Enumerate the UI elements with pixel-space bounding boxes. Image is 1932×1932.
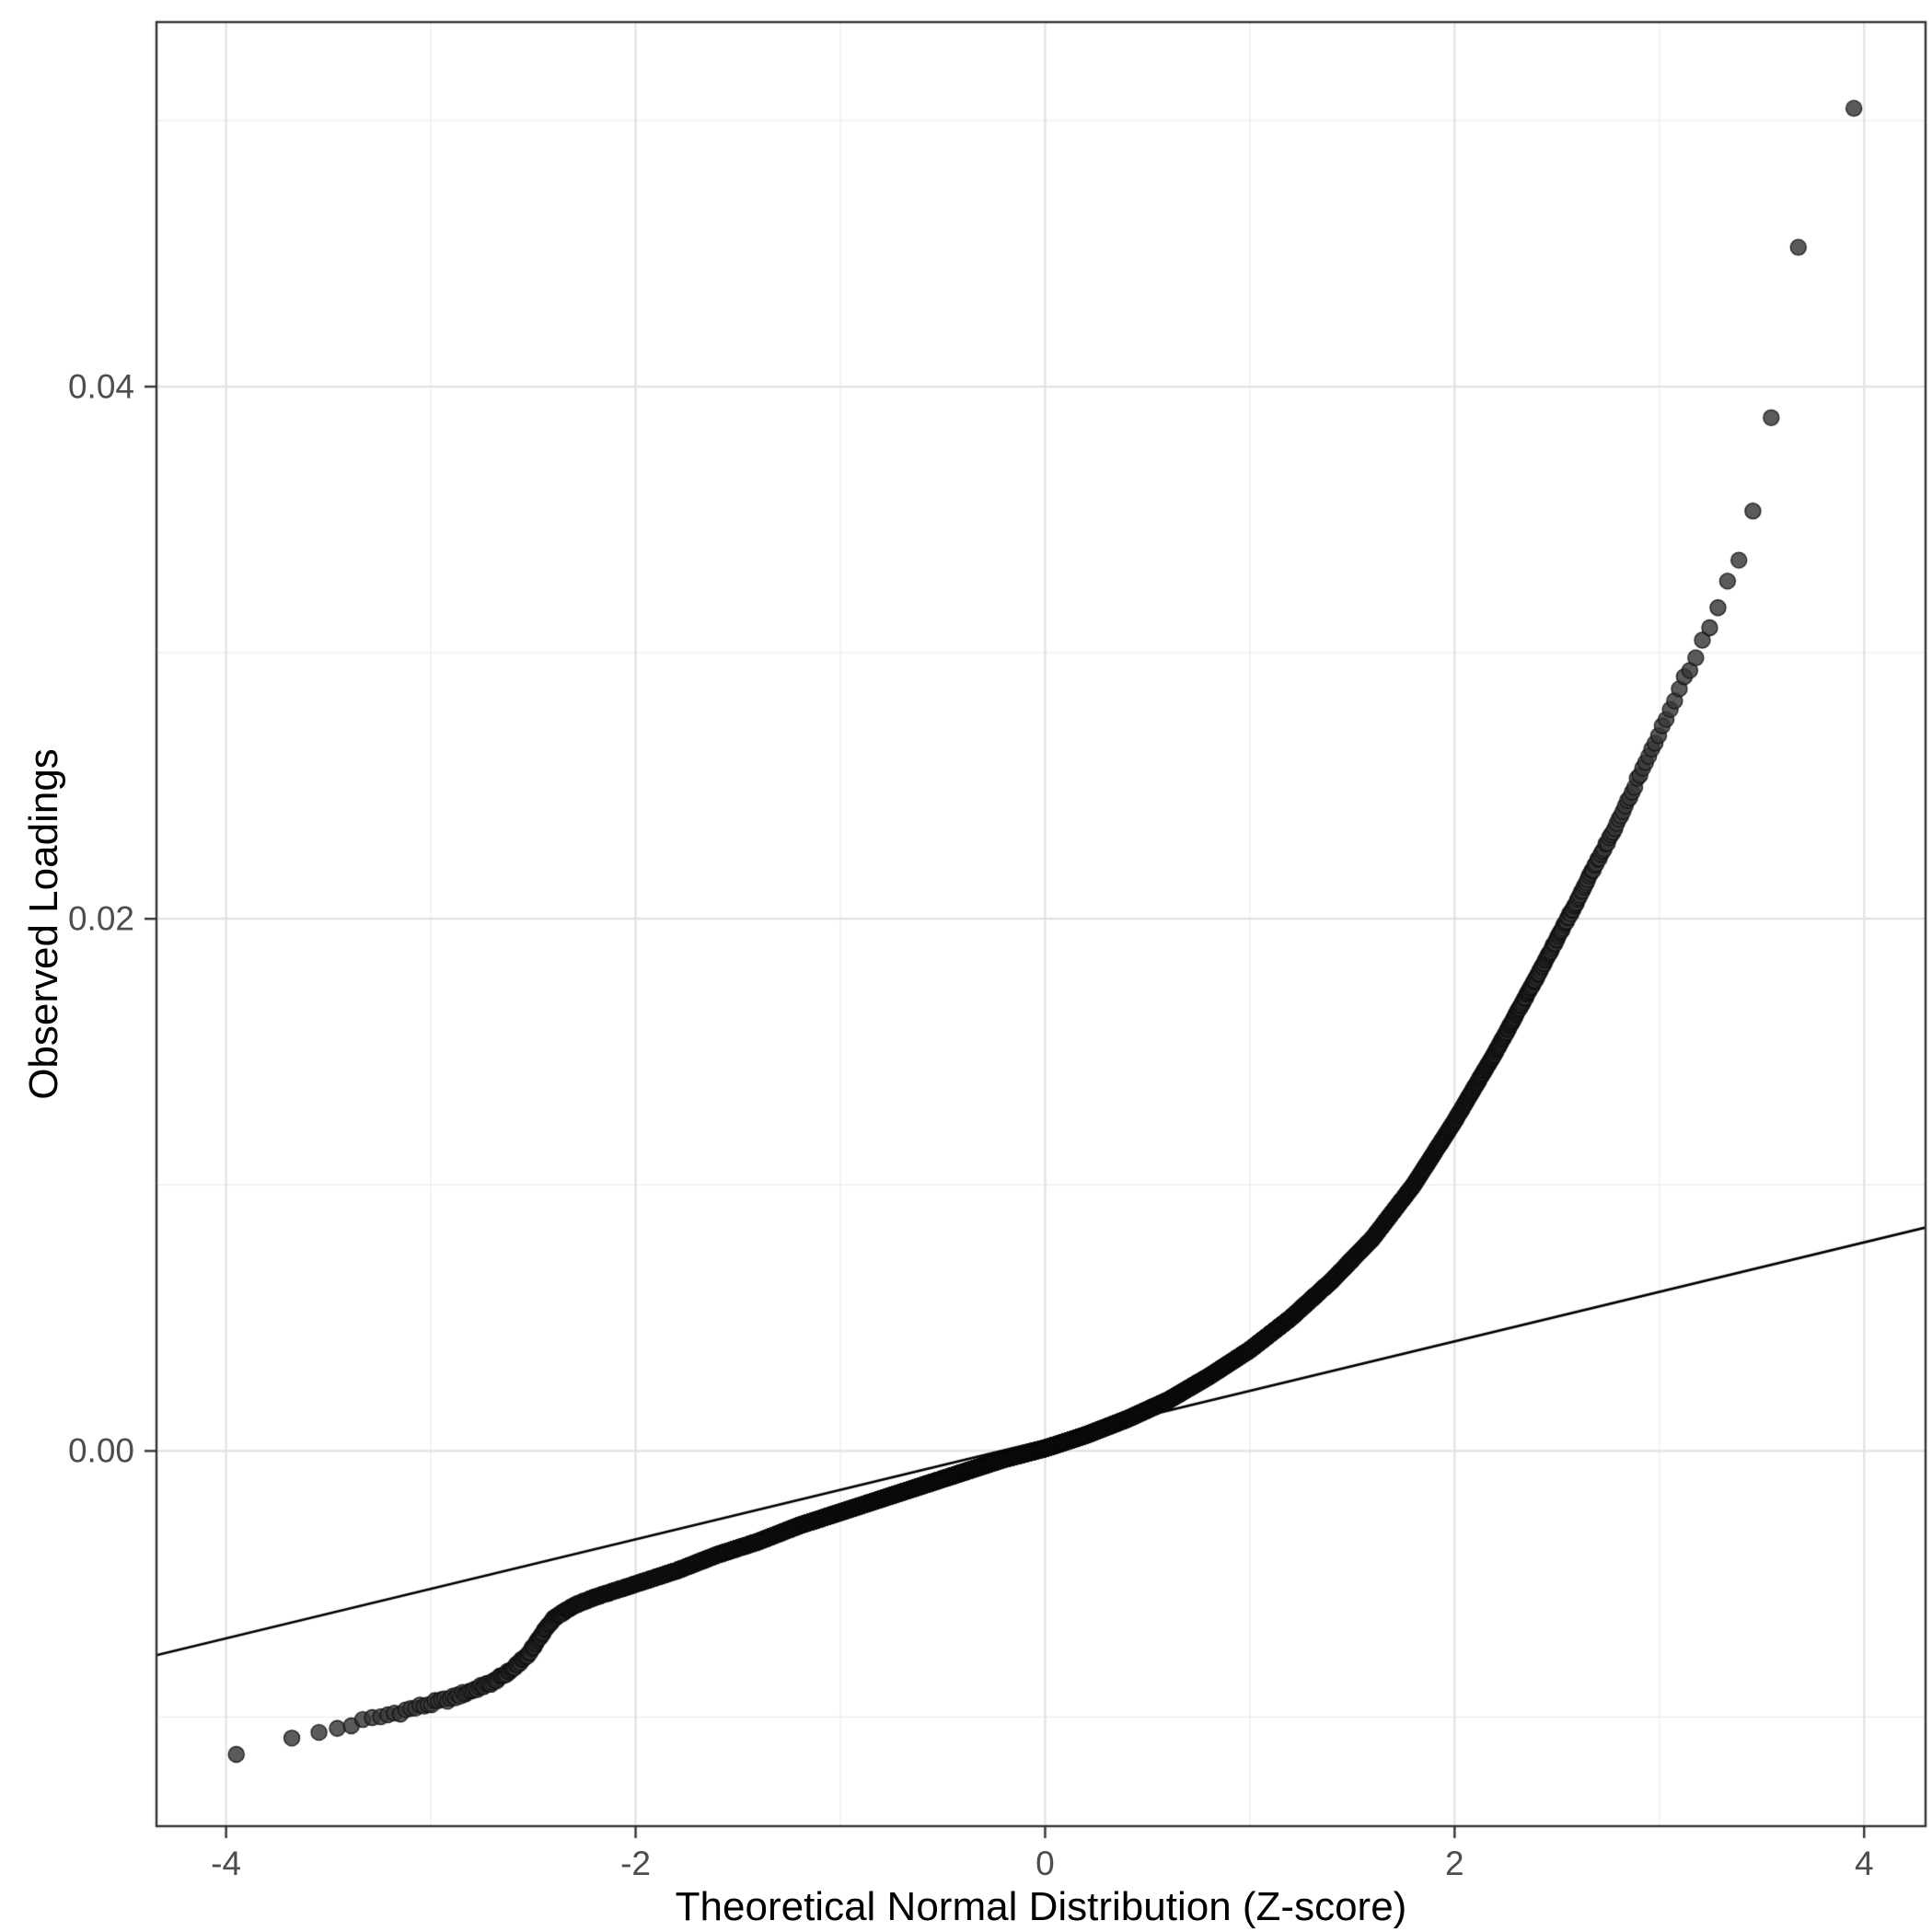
y-tick-label: 0.00 bbox=[67, 1431, 134, 1470]
x-tick-label: 4 bbox=[1854, 1845, 1874, 1882]
x-axis-title: Theoretical Normal Distribution (Z-score… bbox=[675, 1884, 1407, 1929]
x-tick-label: -4 bbox=[211, 1845, 242, 1882]
y-tick-label: 0.04 bbox=[67, 367, 134, 406]
x-tick-label: -2 bbox=[620, 1845, 651, 1882]
y-tick-label: 0.02 bbox=[67, 899, 134, 938]
x-tick-label: 0 bbox=[1035, 1845, 1055, 1882]
x-tick-label: 2 bbox=[1445, 1845, 1464, 1882]
